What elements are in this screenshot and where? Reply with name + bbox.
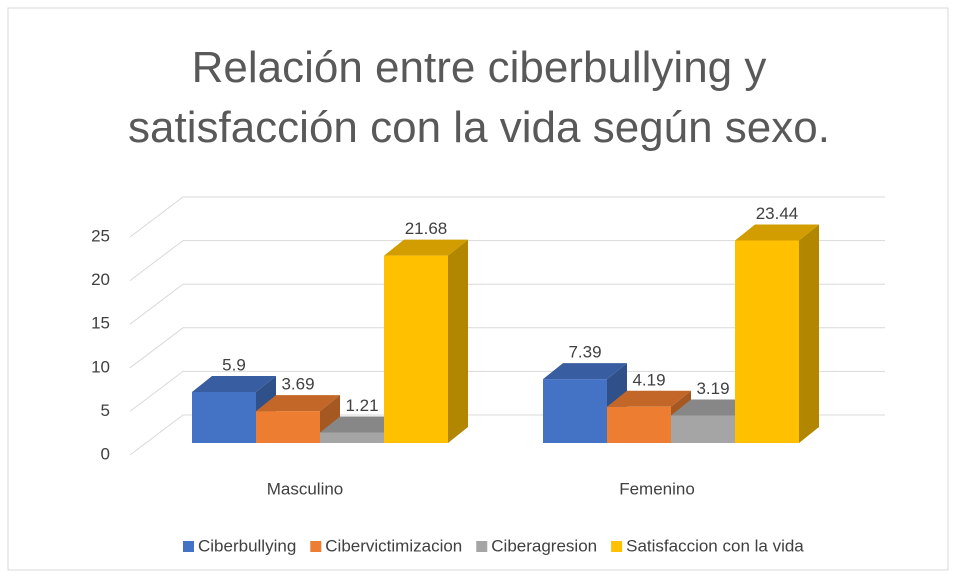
y-tick-label: 15 (91, 314, 110, 333)
grid-line (129, 196, 885, 238)
legend-label: Ciberagresion (491, 536, 597, 555)
data-label: 3.19 (696, 379, 729, 398)
legend-label: Cibervictimizacion (325, 536, 462, 555)
y-tick-label: 20 (91, 270, 110, 289)
bar-top (735, 224, 819, 241)
bar (192, 376, 276, 443)
legend-swatch (310, 541, 322, 552)
grid-line (129, 283, 885, 325)
grid-line (129, 370, 885, 412)
x-tick-label: Femenino (619, 479, 695, 498)
data-label: 1.21 (345, 396, 378, 415)
bar-top (256, 395, 340, 412)
y-tick-label: 10 (91, 357, 110, 376)
bar (384, 239, 468, 443)
bar-side (799, 224, 819, 443)
grid-line (129, 327, 885, 369)
legend-label: Satisfaccion con la vida (626, 536, 804, 555)
bar-front (543, 379, 607, 443)
bar-front (735, 240, 799, 443)
bar-top (607, 390, 691, 407)
bar-top (543, 363, 627, 380)
bar (735, 224, 819, 443)
data-label: 5.9 (222, 356, 246, 375)
bar-front (320, 432, 384, 443)
x-tick-label: Masculino (267, 479, 344, 498)
bar-front (607, 406, 671, 443)
chart-title: Relación entre ciberbullying y satisfacc… (128, 43, 830, 152)
bar-front (384, 255, 448, 443)
grid-line (129, 240, 885, 281)
y-tick-label: 5 (101, 401, 110, 420)
data-label: 21.68 (405, 219, 448, 238)
bar-top (384, 239, 468, 256)
legend-swatch (611, 541, 623, 552)
data-label: 3.69 (281, 375, 314, 394)
bar-top (192, 376, 276, 393)
y-tick-label: 0 (101, 444, 110, 463)
legend-label: Ciberbullying (198, 536, 296, 555)
bar-front (256, 411, 320, 443)
data-label: 4.19 (632, 370, 665, 389)
bar (256, 395, 340, 443)
legend-swatch (183, 541, 194, 552)
y-tick-label: 25 (91, 226, 110, 245)
legend-swatch (476, 541, 488, 552)
data-label: 23.44 (756, 204, 799, 223)
bar-top (320, 416, 404, 433)
bar-side (448, 239, 468, 443)
bar-front (671, 415, 735, 443)
data-label: 7.39 (568, 343, 601, 362)
bar-top (671, 399, 755, 416)
bar-front (192, 392, 256, 443)
